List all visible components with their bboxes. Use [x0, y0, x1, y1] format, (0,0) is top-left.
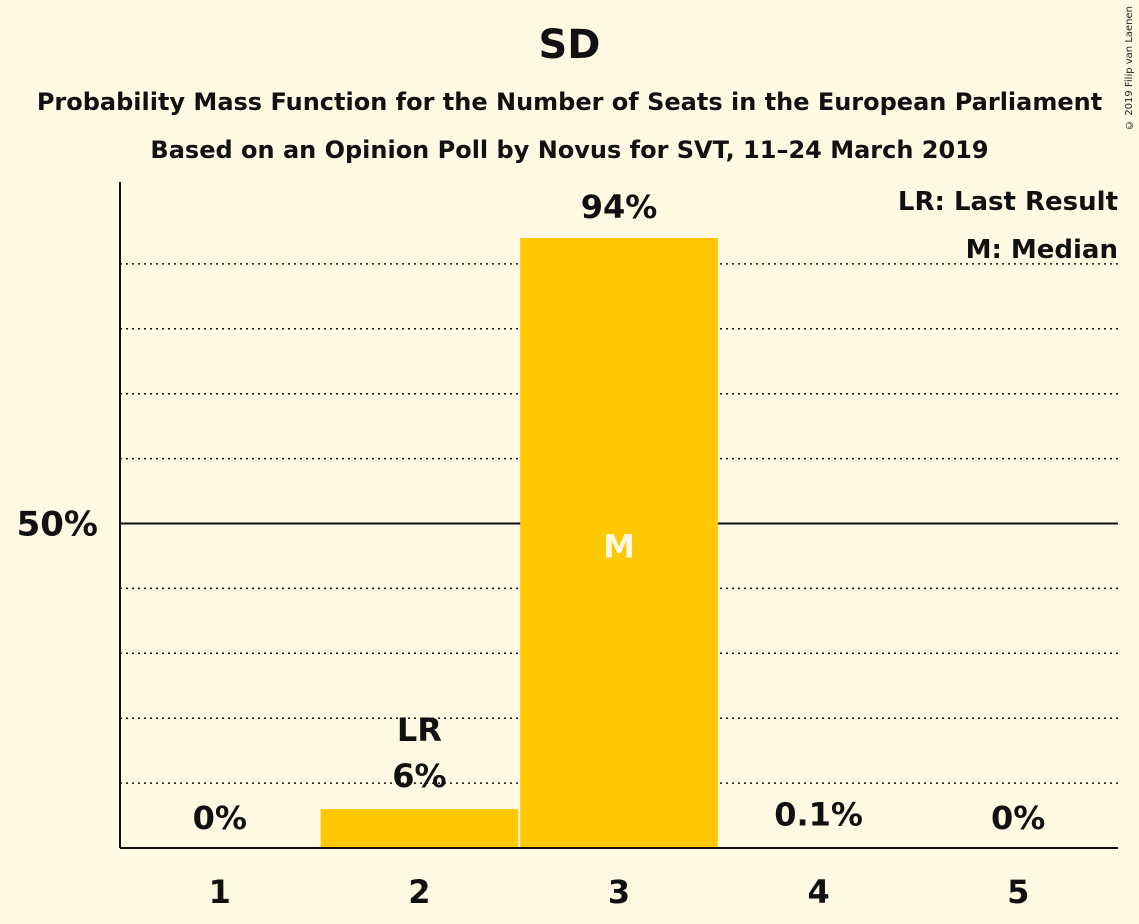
x-tick-label: 1	[209, 873, 231, 911]
bar-value-label: 94%	[581, 188, 658, 226]
x-tick-label: 3	[608, 873, 630, 911]
chart-title: SD	[538, 22, 601, 68]
x-tick-label: 5	[1007, 873, 1029, 911]
bar-value-label: 0.1%	[774, 795, 863, 833]
chart-subtitle: Probability Mass Function for the Number…	[36, 88, 1103, 116]
chart-subtitle-poll: Based on an Opinion Poll by Novus for SV…	[150, 136, 989, 164]
x-tick-label: 4	[807, 873, 829, 911]
legend-entry: M: Median	[966, 235, 1118, 265]
median-marker: M	[603, 528, 635, 566]
bar-value-label: 0%	[991, 799, 1045, 837]
x-tick-label: 2	[408, 873, 430, 911]
last-result-marker: LR	[397, 711, 442, 749]
y-tick-label: 50%	[17, 505, 98, 545]
legend-entry: LR: Last Result	[898, 187, 1118, 217]
bar-value-label: 0%	[193, 799, 247, 837]
bar	[320, 809, 519, 848]
bar	[520, 237, 718, 848]
bar-value-label: 6%	[392, 757, 446, 795]
